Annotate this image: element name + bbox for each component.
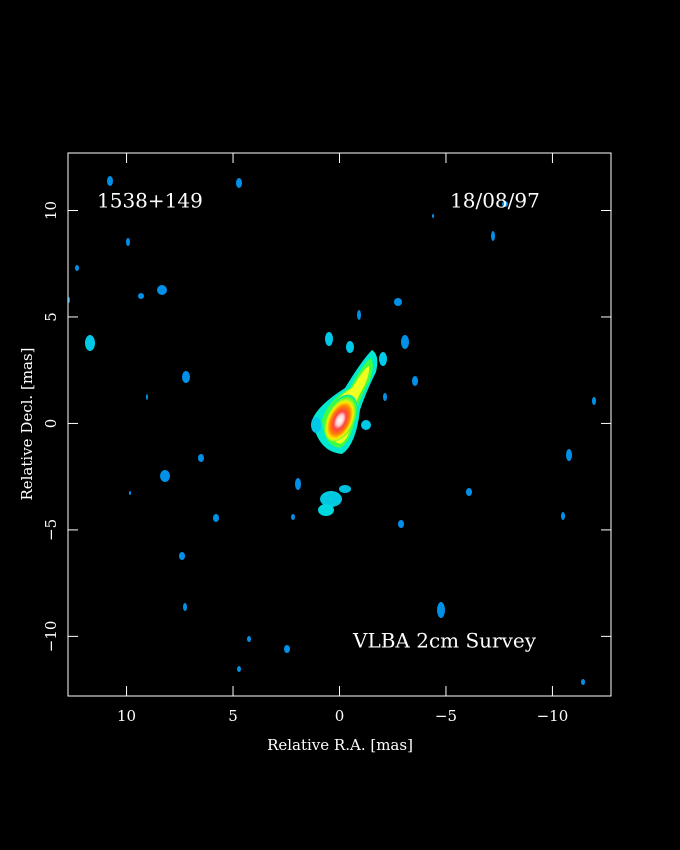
x-tick-label: 5: [228, 707, 238, 725]
y-tick-label: 0: [42, 419, 60, 429]
x-tick-label: −10: [537, 707, 569, 725]
noise-features: [68, 176, 596, 685]
source-name: 1538+149: [97, 189, 203, 213]
x-tick-label: 0: [335, 707, 345, 725]
y-tick-label: 10: [42, 201, 60, 220]
x-tick-label: −5: [435, 707, 457, 725]
y-tick-label: 5: [42, 312, 60, 322]
y-tick-label: −5: [42, 519, 60, 541]
survey-label: VLBA 2cm Survey: [352, 629, 537, 653]
x-axis-label: Relative R.A. [mas]: [267, 736, 413, 754]
y-axis-label: Relative Decl. [mas]: [18, 347, 36, 500]
x-tick-label: 10: [117, 707, 136, 725]
source-jet: [311, 332, 387, 516]
y-tick-label: −10: [42, 621, 60, 653]
image-area: [68, 176, 596, 685]
obs-date: 18/08/97: [450, 189, 540, 213]
